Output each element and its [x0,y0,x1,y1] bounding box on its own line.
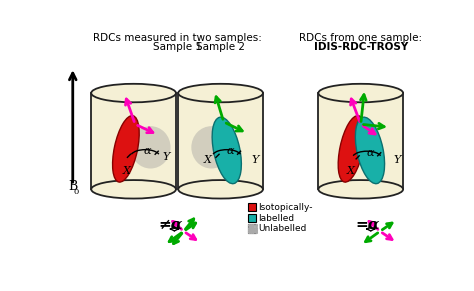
Bar [247,214,256,222]
Ellipse shape [338,116,365,182]
Ellipse shape [319,84,403,102]
Text: X: X [347,166,355,175]
Text: ≠α: ≠α [158,218,182,232]
Ellipse shape [212,117,241,184]
Text: Y: Y [393,155,401,165]
Polygon shape [319,93,403,189]
Text: Y: Y [251,155,259,165]
Text: X: X [204,155,211,165]
Text: =α: =α [356,218,380,232]
Ellipse shape [191,126,231,168]
Text: α: α [226,146,234,156]
Text: Sample 1: Sample 1 [153,42,202,52]
Ellipse shape [319,180,403,198]
Ellipse shape [130,126,171,168]
Text: IDIS-RDC-TROSY: IDIS-RDC-TROSY [314,42,408,52]
Text: Unlabelled: Unlabelled [258,224,307,233]
Ellipse shape [91,180,176,198]
Text: RDCs from one sample:: RDCs from one sample: [299,33,422,43]
Text: RDCs measured in two samples:: RDCs measured in two samples: [93,33,262,43]
Text: α: α [366,148,374,158]
Text: X: X [123,166,131,175]
Text: Y: Y [162,152,169,162]
Ellipse shape [178,84,263,102]
Bar [247,224,256,233]
Text: labelled: labelled [258,214,294,223]
Polygon shape [178,93,263,189]
Ellipse shape [91,84,176,102]
Polygon shape [91,93,176,189]
Text: 0: 0 [73,187,79,196]
Text: B: B [68,180,77,194]
Bar [247,203,256,211]
Text: Sample 2: Sample 2 [196,42,245,52]
Text: α: α [144,146,151,156]
Text: Isotopically-: Isotopically- [258,203,313,212]
Ellipse shape [112,116,139,182]
Ellipse shape [356,117,384,184]
Ellipse shape [178,180,263,198]
